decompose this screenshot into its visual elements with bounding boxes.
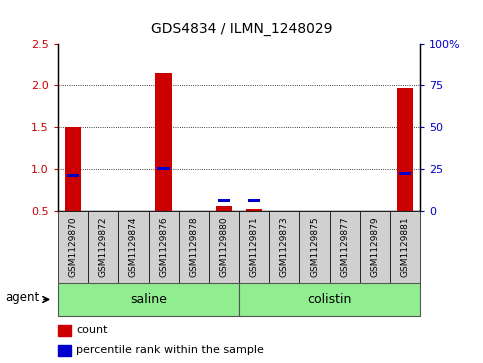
Text: GSM1129880: GSM1129880 — [219, 216, 228, 277]
Text: colistin: colistin — [308, 293, 352, 306]
Text: agent: agent — [5, 291, 39, 304]
Text: GSM1129873: GSM1129873 — [280, 216, 289, 277]
Text: GSM1129870: GSM1129870 — [69, 216, 78, 277]
Bar — [58, 345, 71, 356]
Text: GSM1129881: GSM1129881 — [400, 216, 410, 277]
Bar — [246, 209, 262, 211]
Text: GDS4834 / ILMN_1248029: GDS4834 / ILMN_1248029 — [151, 22, 332, 36]
Bar — [65, 127, 81, 211]
Text: GSM1129879: GSM1129879 — [370, 216, 380, 277]
Text: count: count — [76, 325, 108, 335]
Text: GSM1129871: GSM1129871 — [250, 216, 259, 277]
Bar — [58, 325, 71, 336]
Bar — [397, 88, 413, 211]
Text: GSM1129876: GSM1129876 — [159, 216, 168, 277]
Bar — [248, 199, 260, 202]
Bar — [157, 167, 170, 171]
Bar — [399, 172, 412, 175]
Bar — [156, 73, 172, 211]
Bar — [218, 199, 230, 202]
Text: GSM1129874: GSM1129874 — [129, 217, 138, 277]
Text: GSM1129877: GSM1129877 — [340, 216, 349, 277]
Text: GSM1129872: GSM1129872 — [99, 217, 108, 277]
Text: percentile rank within the sample: percentile rank within the sample — [76, 345, 264, 355]
Text: GSM1129875: GSM1129875 — [310, 216, 319, 277]
Bar — [67, 174, 79, 177]
Text: saline: saline — [130, 293, 167, 306]
Text: GSM1129878: GSM1129878 — [189, 216, 199, 277]
Bar — [216, 206, 232, 211]
